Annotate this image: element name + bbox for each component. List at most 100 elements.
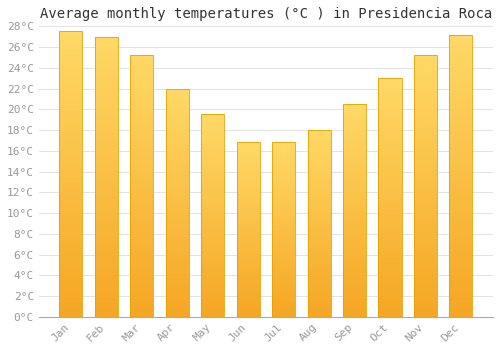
Bar (166, 244, 189, 246)
Bar (378, 78, 402, 317)
Bar (166, 196, 189, 198)
Bar (272, 268, 295, 270)
Bar (236, 310, 260, 312)
Bar (343, 261, 366, 264)
Bar (343, 302, 366, 304)
Bar (236, 275, 260, 277)
Bar (130, 233, 154, 236)
Bar (201, 230, 224, 232)
Bar (378, 138, 402, 140)
Bar (201, 197, 224, 199)
Bar (272, 209, 295, 210)
Bar (450, 294, 472, 297)
Bar (272, 242, 295, 244)
Bar (201, 185, 224, 187)
Bar (95, 199, 118, 202)
Bar (343, 308, 366, 310)
Bar (450, 164, 472, 167)
Bar (378, 100, 402, 102)
Bar (201, 145, 224, 147)
Bar (130, 312, 154, 314)
Bar (343, 172, 366, 174)
Bar (450, 255, 472, 258)
Bar (166, 278, 189, 280)
Bar (130, 92, 154, 94)
Bar (95, 87, 118, 90)
Bar (272, 315, 295, 317)
Bar (343, 217, 366, 219)
Bar (60, 57, 82, 60)
Bar (343, 310, 366, 313)
Bar (166, 93, 189, 96)
Bar (414, 105, 437, 108)
Bar (201, 226, 224, 228)
Bar (95, 129, 118, 132)
Bar (450, 311, 472, 314)
Bar (95, 135, 118, 138)
Bar (201, 181, 224, 183)
Bar (343, 147, 366, 149)
Bar (450, 198, 472, 201)
Bar (60, 308, 82, 311)
Bar (60, 128, 82, 131)
Bar (450, 139, 472, 142)
Bar (378, 212, 402, 214)
Bar (236, 142, 260, 317)
Bar (308, 190, 330, 192)
Bar (414, 103, 437, 105)
Bar (343, 111, 366, 113)
Bar (343, 219, 366, 221)
Bar (130, 170, 154, 173)
Bar (95, 45, 118, 48)
Bar (378, 284, 402, 286)
Bar (166, 301, 189, 303)
Bar (130, 128, 154, 131)
Bar (272, 198, 295, 200)
Bar (414, 82, 437, 84)
Bar (60, 197, 82, 200)
Bar (201, 250, 224, 252)
Bar (130, 301, 154, 304)
Bar (378, 145, 402, 147)
Bar (450, 224, 472, 226)
Bar (308, 173, 330, 175)
Bar (236, 214, 260, 216)
Bar (201, 120, 224, 122)
Bar (308, 184, 330, 186)
Bar (414, 283, 437, 286)
Bar (272, 219, 295, 221)
Bar (378, 238, 402, 240)
Bar (450, 306, 472, 308)
Bar (343, 127, 366, 130)
Bar (60, 49, 82, 51)
Bar (60, 314, 82, 317)
Bar (378, 181, 402, 183)
Bar (166, 201, 189, 203)
Bar (166, 139, 189, 141)
Bar (130, 296, 154, 299)
Bar (308, 244, 330, 246)
Bar (378, 114, 402, 116)
Bar (60, 248, 82, 251)
Bar (308, 266, 330, 268)
Bar (378, 229, 402, 231)
Bar (272, 177, 295, 179)
Bar (414, 272, 437, 275)
Bar (60, 288, 82, 291)
Bar (378, 126, 402, 128)
Bar (95, 166, 118, 168)
Bar (343, 274, 366, 277)
Bar (450, 195, 472, 198)
Bar (201, 293, 224, 295)
Bar (130, 84, 154, 87)
Bar (414, 251, 437, 254)
Bar (236, 202, 260, 203)
Bar (378, 107, 402, 109)
Bar (201, 242, 224, 244)
Bar (60, 183, 82, 186)
Bar (236, 184, 260, 186)
Bar (201, 149, 224, 151)
Bar (166, 96, 189, 98)
Bar (308, 177, 330, 178)
Bar (272, 256, 295, 258)
